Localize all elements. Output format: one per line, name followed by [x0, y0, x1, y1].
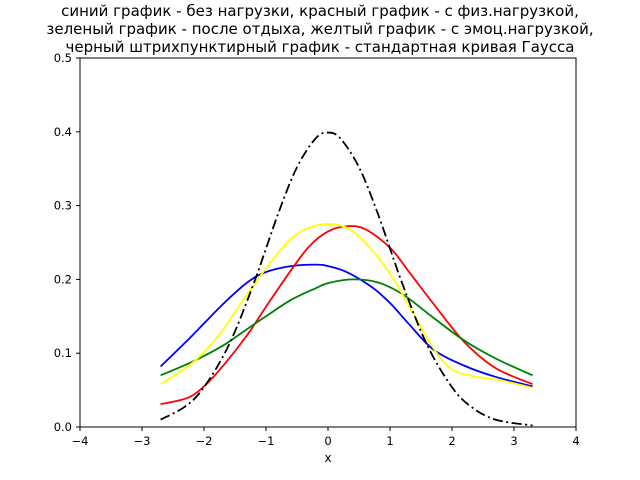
y-tick-label: 0.0 — [54, 420, 72, 434]
x-axis-label: x — [324, 451, 331, 465]
x-tick-label: −1 — [258, 434, 275, 448]
x-tick-label: 2 — [448, 434, 455, 448]
y-tick-label: 0.1 — [54, 346, 72, 360]
x-axis: −4 −3 −2 −1 0 1 2 3 4 — [72, 427, 580, 448]
y-tick-label: 0.5 — [54, 51, 72, 65]
y-axis: 0.0 0.1 0.2 0.3 0.4 0.5 — [54, 51, 80, 434]
chart-title: синий график - без нагрузки, красный гра… — [46, 2, 593, 56]
x-tick-label: 1 — [386, 434, 393, 448]
y-tick-label: 0.4 — [54, 125, 72, 139]
series-line-2 — [160, 225, 533, 406]
series-line-4 — [160, 223, 533, 389]
x-tick-label: −2 — [196, 434, 213, 448]
series-line-5 — [160, 131, 533, 427]
x-tick-label: 0 — [324, 434, 331, 448]
chart-title-line-2: зеленый график - после отдыха, желтый гр… — [46, 20, 593, 38]
chart-title-line-1: синий график - без нагрузки, красный гра… — [61, 2, 579, 20]
series-line-1 — [159, 263, 533, 388]
x-tick-label: 4 — [572, 434, 579, 448]
series-group — [159, 131, 533, 427]
x-tick-label: 3 — [510, 434, 517, 448]
x-tick-label: −4 — [72, 434, 89, 448]
y-tick-label: 0.3 — [54, 199, 72, 213]
chart-title-line-3: черный штрихпунктирный график - стандарт… — [66, 38, 575, 56]
x-tick-label: −3 — [134, 434, 151, 448]
series-line-3 — [160, 278, 533, 377]
y-tick-label: 0.2 — [54, 272, 72, 286]
